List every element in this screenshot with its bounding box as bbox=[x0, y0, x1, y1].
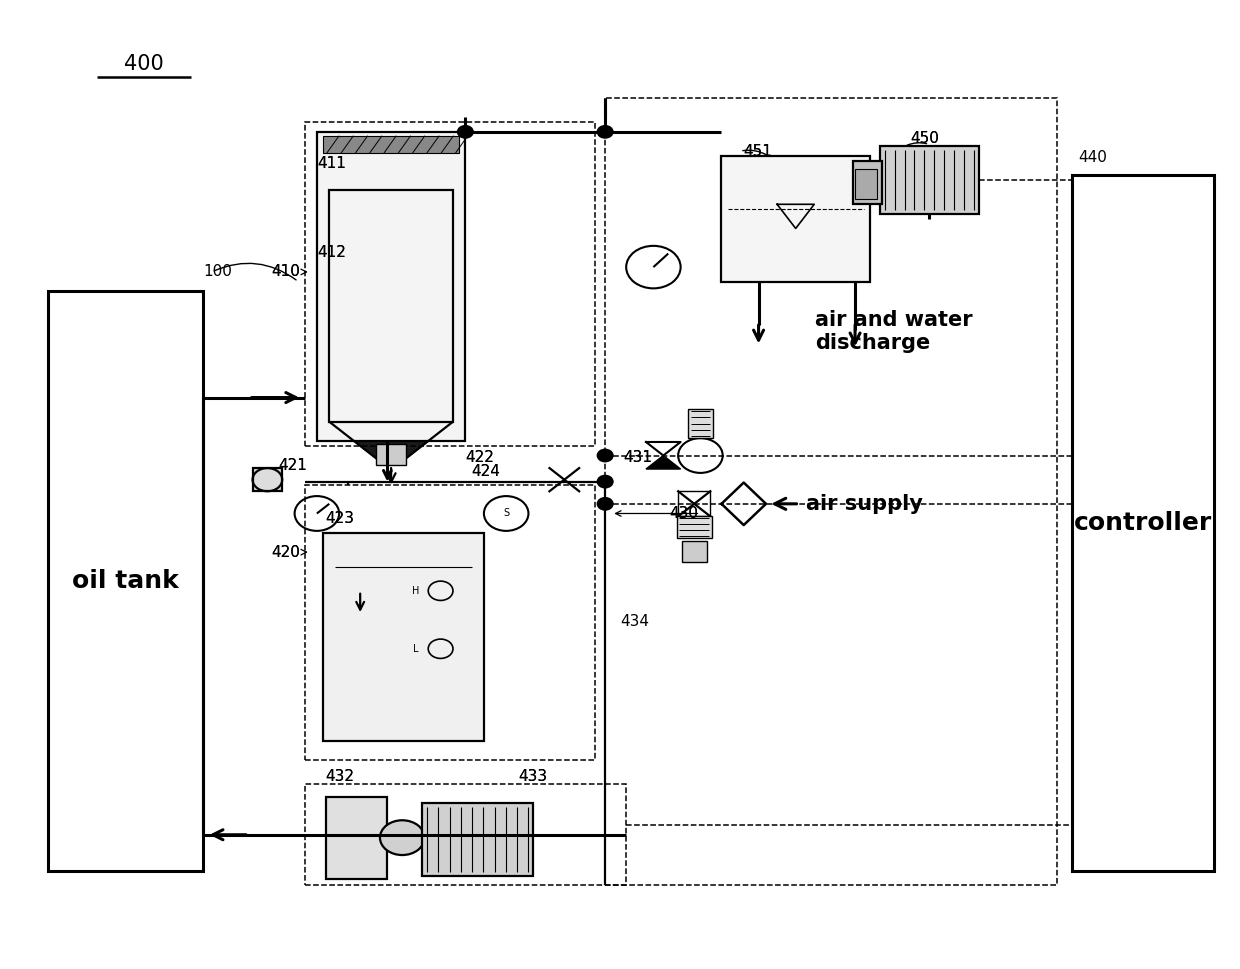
Text: 422: 422 bbox=[465, 450, 495, 465]
Polygon shape bbox=[646, 455, 681, 469]
Bar bbox=[682, 541, 707, 562]
Bar bbox=[880, 146, 978, 214]
Text: 440: 440 bbox=[1078, 150, 1106, 166]
Text: 450: 450 bbox=[910, 131, 940, 146]
Bar bbox=[305, 122, 595, 446]
Text: 423: 423 bbox=[326, 511, 355, 526]
Text: 451: 451 bbox=[744, 143, 773, 159]
Text: 412: 412 bbox=[317, 245, 346, 260]
Text: 411: 411 bbox=[317, 156, 346, 172]
Text: 424: 424 bbox=[471, 464, 501, 480]
Text: 433: 433 bbox=[518, 768, 548, 784]
Text: 434: 434 bbox=[620, 614, 649, 629]
Bar bbox=[677, 516, 712, 538]
Text: controller: controller bbox=[1074, 512, 1211, 535]
Bar bbox=[391, 190, 399, 422]
Bar bbox=[422, 803, 533, 876]
Bar bbox=[326, 797, 387, 879]
Bar bbox=[1071, 175, 1214, 871]
Bar bbox=[324, 533, 484, 740]
Bar bbox=[688, 409, 713, 438]
Text: 410: 410 bbox=[272, 265, 300, 279]
Bar bbox=[339, 190, 346, 422]
Bar bbox=[330, 190, 453, 422]
Bar bbox=[856, 169, 878, 200]
Bar bbox=[427, 190, 434, 422]
Bar bbox=[305, 784, 626, 886]
Text: 410: 410 bbox=[272, 265, 300, 279]
Text: 420: 420 bbox=[272, 545, 300, 560]
Bar bbox=[382, 190, 391, 422]
Bar bbox=[305, 484, 595, 760]
Text: H: H bbox=[412, 586, 419, 596]
Circle shape bbox=[598, 450, 613, 461]
Text: 433: 433 bbox=[518, 768, 548, 784]
Text: S: S bbox=[503, 509, 510, 518]
Bar bbox=[330, 190, 337, 422]
Bar bbox=[444, 190, 451, 422]
Bar bbox=[853, 161, 883, 204]
Polygon shape bbox=[330, 422, 453, 460]
Bar bbox=[317, 132, 465, 441]
Text: 430: 430 bbox=[670, 506, 698, 521]
Text: 431: 431 bbox=[624, 450, 652, 465]
Text: 400: 400 bbox=[124, 54, 164, 75]
Text: 421: 421 bbox=[279, 457, 308, 473]
Text: 422: 422 bbox=[465, 450, 495, 465]
Text: 411: 411 bbox=[317, 156, 346, 172]
Bar bbox=[324, 136, 459, 153]
Bar bbox=[373, 190, 381, 422]
Text: 423: 423 bbox=[326, 511, 355, 526]
Bar bbox=[409, 190, 417, 422]
Bar bbox=[48, 292, 203, 871]
Bar bbox=[435, 190, 443, 422]
Text: air and water
discharge: air and water discharge bbox=[816, 310, 973, 354]
Bar bbox=[347, 190, 355, 422]
Text: 421: 421 bbox=[279, 457, 308, 473]
Text: 430: 430 bbox=[670, 506, 698, 521]
Text: 432: 432 bbox=[326, 768, 355, 784]
Text: 100: 100 bbox=[203, 265, 232, 279]
Bar bbox=[356, 190, 363, 422]
Bar bbox=[418, 190, 425, 422]
Bar bbox=[401, 190, 408, 422]
Text: 424: 424 bbox=[471, 464, 501, 480]
Bar bbox=[722, 156, 870, 282]
Circle shape bbox=[379, 821, 424, 855]
Bar bbox=[365, 190, 372, 422]
Text: 451: 451 bbox=[744, 143, 773, 159]
Circle shape bbox=[598, 498, 613, 510]
Text: 420: 420 bbox=[272, 545, 300, 560]
Text: air supply: air supply bbox=[806, 494, 923, 514]
Circle shape bbox=[458, 126, 472, 138]
Bar bbox=[253, 468, 283, 491]
Text: 412: 412 bbox=[317, 245, 346, 260]
Circle shape bbox=[598, 126, 613, 138]
Bar bbox=[376, 444, 405, 465]
Text: oil tank: oil tank bbox=[72, 569, 179, 593]
Text: 431: 431 bbox=[624, 450, 652, 465]
Bar bbox=[605, 98, 1056, 886]
Text: 450: 450 bbox=[910, 131, 940, 146]
Circle shape bbox=[598, 476, 613, 487]
Text: 432: 432 bbox=[326, 768, 355, 784]
Text: L: L bbox=[413, 643, 419, 654]
